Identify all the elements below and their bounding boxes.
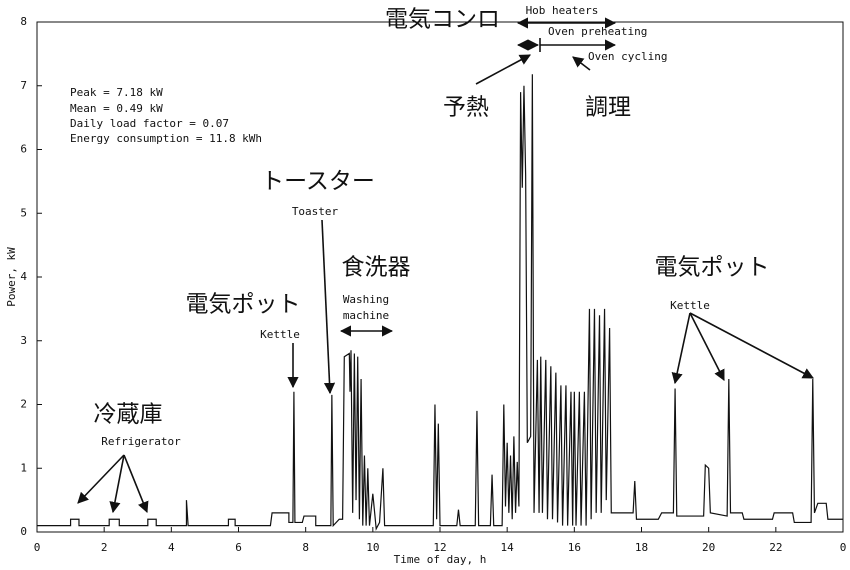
annotation: 電気ポット: [186, 292, 301, 318]
x-tick-label: 4: [168, 541, 175, 554]
annotation: 電気コンロ: [385, 7, 500, 33]
y-tick-label: 6: [20, 143, 27, 156]
y-tick-label: 3: [20, 334, 27, 347]
annotation: Hob heaters: [526, 4, 599, 17]
x-tick-label: 12: [433, 541, 446, 554]
y-tick-label: 2: [20, 398, 27, 411]
annotation: 冷蔵庫: [94, 402, 163, 428]
x-tick-label: 2: [101, 541, 108, 554]
annotation: Oven preheating: [548, 25, 647, 38]
x-tick-label: 14: [501, 541, 515, 554]
annotation: Peak = 7.18 kW: [70, 86, 163, 99]
annotation: Energy consumption = 11.8 kWh: [70, 132, 262, 145]
x-tick-label: 18: [635, 541, 648, 554]
annotation: 予熱: [443, 95, 489, 121]
annotation: Kettle: [670, 299, 710, 312]
x-axis-label: Time of day, h: [394, 553, 487, 566]
x-tick-label: 0: [840, 541, 847, 554]
annotation: Toaster: [292, 205, 339, 218]
y-tick-label: 0: [20, 525, 27, 538]
annotation: Daily load factor = 0.07: [70, 117, 229, 130]
annotation: 調理: [585, 95, 631, 121]
x-tick-label: 8: [302, 541, 309, 554]
annotation: Mean = 0.49 kW: [70, 102, 163, 115]
y-tick-label: 4: [20, 270, 27, 283]
annotation: machine: [343, 309, 389, 322]
y-tick-label: 5: [20, 206, 27, 219]
y-axis-label: Power, kW: [5, 247, 18, 307]
annotation: トースター: [261, 169, 375, 195]
annotation: Kettle: [260, 328, 300, 341]
arrows: [77, 17, 814, 514]
x-tick-label: 10: [366, 541, 379, 554]
x-tick-label: 0: [34, 541, 41, 554]
annotation: 電気ポット: [655, 255, 770, 281]
power-line: [37, 74, 843, 531]
annotation: 食洗器: [342, 255, 411, 281]
y-tick-label: 7: [20, 79, 27, 92]
x-tick-label: 20: [702, 541, 715, 554]
annotation: Washing: [343, 293, 389, 306]
x-tick-label: 22: [769, 541, 782, 554]
annotation: Refrigerator: [101, 435, 181, 448]
x-tick-label: 6: [235, 541, 242, 554]
annotation: Oven cycling: [588, 50, 667, 63]
x-tick-label: 16: [568, 541, 581, 554]
y-tick-label: 8: [20, 15, 27, 28]
y-tick-label: 1: [20, 461, 27, 474]
